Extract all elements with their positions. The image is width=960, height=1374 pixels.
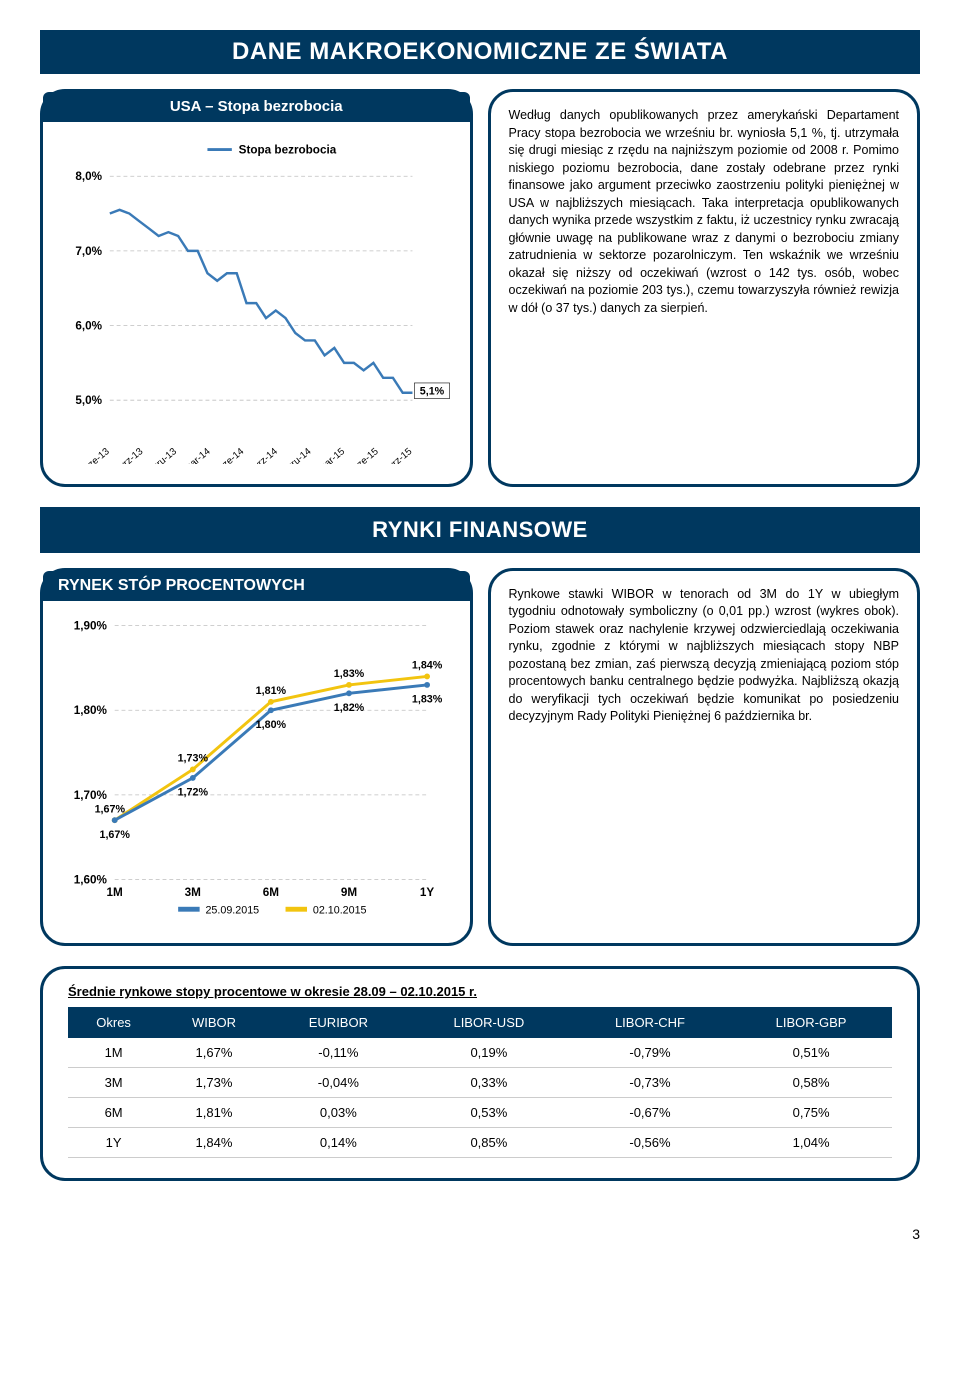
chart1-title-band: USA – Stopa bezrobocia bbox=[43, 92, 470, 122]
table-cell: 1Y bbox=[68, 1128, 159, 1158]
svg-text:25.09.2015: 25.09.2015 bbox=[205, 905, 259, 917]
svg-text:1,83%: 1,83% bbox=[334, 668, 365, 680]
svg-text:1,83%: 1,83% bbox=[412, 693, 443, 705]
svg-text:gru-14: gru-14 bbox=[285, 446, 314, 464]
svg-text:1,84%: 1,84% bbox=[412, 660, 443, 672]
table-header-cell: LIBOR-CHF bbox=[570, 1007, 730, 1038]
chart2-panel: RYNEK STÓP PROCENTOWYCH 1,90%1,80%1,70%1… bbox=[40, 568, 473, 946]
chart2-title: RYNEK STÓP PROCENTOWYCH bbox=[58, 577, 305, 594]
table-cell: -0,56% bbox=[570, 1128, 730, 1158]
table-cell: 0,33% bbox=[408, 1068, 570, 1098]
table-header-cell: EURIBOR bbox=[269, 1007, 408, 1038]
table-row: 1M1,67%-0,11%0,19%-0,79%0,51% bbox=[68, 1038, 892, 1068]
svg-text:9M: 9M bbox=[341, 886, 357, 899]
svg-text:Stopa bezrobocia: Stopa bezrobocia bbox=[239, 143, 337, 156]
row-2: RYNEK STÓP PROCENTOWYCH 1,90%1,80%1,70%1… bbox=[40, 568, 920, 946]
svg-text:1M: 1M bbox=[107, 886, 123, 899]
svg-text:5,1%: 5,1% bbox=[420, 386, 445, 398]
table-cell: 1,67% bbox=[159, 1038, 269, 1068]
svg-text:cze-14: cze-14 bbox=[217, 446, 247, 464]
svg-text:1,80%: 1,80% bbox=[256, 719, 287, 731]
rates-table-panel: Średnie rynkowe stopy procentowe w okres… bbox=[40, 966, 920, 1181]
table-caption: Średnie rynkowe stopy procentowe w okres… bbox=[68, 984, 892, 999]
chart2-svg: 1,90% 1,80% 1,70% 1,60%1M 3M 6M 9M 1Y 1,67% 1,73%… bbox=[61, 611, 452, 923]
svg-text:6,0%: 6,0% bbox=[75, 319, 102, 332]
main-header: DANE MAKROEKONOMICZNE ZE ŚWIATA bbox=[60, 38, 900, 66]
table-row: 1Y1,84%0,14%0,85%-0,56%1,04% bbox=[68, 1128, 892, 1158]
table-cell: 0,85% bbox=[408, 1128, 570, 1158]
page: DANE MAKROEKONOMICZNE ZE ŚWIATA USA – St… bbox=[0, 0, 960, 1211]
svg-text:1,82%: 1,82% bbox=[334, 702, 365, 714]
chart2-title-band: RYNEK STÓP PROCENTOWYCH bbox=[43, 571, 470, 601]
svg-text:1Y: 1Y bbox=[420, 886, 435, 899]
commentary2-text: Rynkowe stawki WIBOR w tenorach od 3M do… bbox=[509, 586, 900, 726]
svg-text:5,0%: 5,0% bbox=[75, 394, 102, 407]
table-cell: 6M bbox=[68, 1098, 159, 1128]
rates-table-body: 1M1,67%-0,11%0,19%-0,79%0,51%3M1,73%-0,0… bbox=[68, 1038, 892, 1158]
row-1: USA – Stopa bezrobocia 8,0% 7,0% 6,0% 5,0% c… bbox=[40, 89, 920, 487]
table-row: 6M1,81%0,03%0,53%-0,67%0,75% bbox=[68, 1098, 892, 1128]
svg-text:02.10.2015: 02.10.2015 bbox=[313, 905, 367, 917]
table-cell: -0,79% bbox=[570, 1038, 730, 1068]
svg-text:wrz-13: wrz-13 bbox=[115, 446, 145, 464]
table-cell: -0,04% bbox=[269, 1068, 408, 1098]
table-header-cell: LIBOR-GBP bbox=[730, 1007, 892, 1038]
table-header-cell: LIBOR-USD bbox=[408, 1007, 570, 1038]
svg-text:1,73%: 1,73% bbox=[178, 753, 209, 765]
table-cell: 0,19% bbox=[408, 1038, 570, 1068]
table-cell: 0,14% bbox=[269, 1128, 408, 1158]
chart1-title: USA – Stopa bezrobocia bbox=[170, 98, 343, 115]
svg-text:1,72%: 1,72% bbox=[178, 786, 209, 798]
commentary2-panel: Rynkowe stawki WIBOR w tenorach od 3M do… bbox=[488, 568, 921, 946]
svg-text:1,90%: 1,90% bbox=[74, 619, 108, 632]
commentary1-text: Według danych opublikowanych przez amery… bbox=[509, 107, 900, 317]
table-cell: 0,51% bbox=[730, 1038, 892, 1068]
svg-text:wrz-14: wrz-14 bbox=[250, 446, 281, 464]
svg-text:mar-15: mar-15 bbox=[316, 446, 347, 464]
svg-text:1,60%: 1,60% bbox=[74, 873, 108, 886]
table-cell: 1,81% bbox=[159, 1098, 269, 1128]
table-cell: -0,11% bbox=[269, 1038, 408, 1068]
svg-text:cze-15: cze-15 bbox=[351, 446, 381, 464]
svg-text:8,0%: 8,0% bbox=[75, 170, 102, 183]
svg-text:1,67%: 1,67% bbox=[99, 829, 130, 841]
page-number: 3 bbox=[0, 1211, 960, 1267]
svg-text:gru-13: gru-13 bbox=[150, 446, 179, 464]
table-row: 3M1,73%-0,04%0,33%-0,73%0,58% bbox=[68, 1068, 892, 1098]
svg-text:1,70%: 1,70% bbox=[74, 789, 108, 802]
table-header-cell: Okres bbox=[68, 1007, 159, 1038]
svg-text:3M: 3M bbox=[185, 886, 201, 899]
svg-text:cze-13: cze-13 bbox=[82, 446, 111, 464]
rates-table: OkresWIBOREURIBORLIBOR-USDLIBOR-CHFLIBOR… bbox=[68, 1007, 892, 1158]
chart1-svg: 8,0% 7,0% 6,0% 5,0% cze-13wrz-13 gru-13mar-14… bbox=[61, 132, 452, 464]
svg-text:7,0%: 7,0% bbox=[75, 245, 102, 258]
svg-text:1,81%: 1,81% bbox=[256, 685, 287, 697]
svg-text:6M: 6M bbox=[263, 886, 279, 899]
svg-text:mar-14: mar-14 bbox=[182, 446, 213, 464]
table-cell: -0,67% bbox=[570, 1098, 730, 1128]
section2-header: RYNKI FINANSOWE bbox=[60, 517, 900, 543]
table-cell: 0,53% bbox=[408, 1098, 570, 1128]
svg-text:wrz-15: wrz-15 bbox=[384, 446, 415, 464]
table-cell: 0,58% bbox=[730, 1068, 892, 1098]
table-cell: 1,84% bbox=[159, 1128, 269, 1158]
table-cell: 1,04% bbox=[730, 1128, 892, 1158]
table-cell: 1,73% bbox=[159, 1068, 269, 1098]
main-header-band: DANE MAKROEKONOMICZNE ZE ŚWIATA bbox=[40, 30, 920, 74]
svg-text:1,80%: 1,80% bbox=[74, 704, 108, 717]
table-cell: 1M bbox=[68, 1038, 159, 1068]
svg-text:1,67%: 1,67% bbox=[95, 803, 126, 815]
commentary1-panel: Według danych opublikowanych przez amery… bbox=[488, 89, 921, 487]
table-cell: 0,03% bbox=[269, 1098, 408, 1128]
section2-band: RYNKI FINANSOWE bbox=[40, 507, 920, 553]
table-cell: 0,75% bbox=[730, 1098, 892, 1128]
table-cell: 3M bbox=[68, 1068, 159, 1098]
rates-table-head: OkresWIBOREURIBORLIBOR-USDLIBOR-CHFLIBOR… bbox=[68, 1007, 892, 1038]
table-cell: -0,73% bbox=[570, 1068, 730, 1098]
chart1-panel: USA – Stopa bezrobocia 8,0% 7,0% 6,0% 5,0% c… bbox=[40, 89, 473, 487]
table-header-cell: WIBOR bbox=[159, 1007, 269, 1038]
